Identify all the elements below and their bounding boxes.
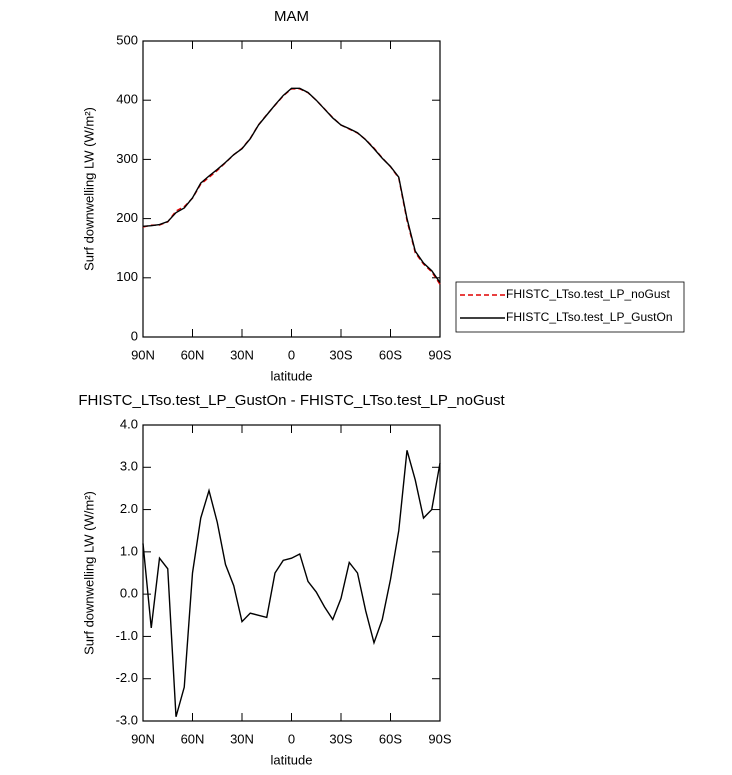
y-tick-label: 500 [116,32,138,47]
x-axis-label: latitude [271,368,313,383]
y-tick-label: -1.0 [116,628,138,643]
y-tick-label: -2.0 [116,670,138,685]
y-axis-label: Surf downwelling LW (W/m²) [81,491,96,655]
x-tick-label: 30N [230,731,254,746]
plot-frame [142,424,441,722]
y-axis-label: Surf downwelling LW (W/m²) [81,107,96,271]
x-tick-label: 30S [329,347,352,362]
data-line [142,450,441,717]
y-tick-label: 100 [116,269,138,284]
x-tick-label: 30S [329,731,352,746]
y-tick-label: 2.0 [120,501,138,516]
y-tick-label: 200 [116,210,138,225]
x-tick-label: 0 [288,731,295,746]
y-tick-label: 3.0 [120,459,138,474]
chart-title: FHISTC_LTso.test_LP_GustOn - FHISTC_LTso… [78,392,505,409]
legend-box [455,281,685,333]
x-tick-label: 90N [131,347,155,362]
x-tick-label: 60N [181,347,205,362]
x-tick-label: 60N [181,731,205,746]
chart-title: MAM [274,8,309,25]
x-tick-label: 90S [428,347,451,362]
y-tick-label: 300 [116,151,138,166]
x-tick-label: 0 [288,347,295,362]
legend-label: FHISTC_LTso.test_LP_GustOn [506,310,673,324]
y-tick-label: -3.0 [116,712,138,727]
x-tick-label: 60S [379,347,402,362]
y-tick-label: 1.0 [120,543,138,558]
legend-label: FHISTC_LTso.test_LP_noGust [506,287,671,301]
y-tick-label: 4.0 [120,416,138,431]
y-tick-label: 0.0 [120,586,138,601]
x-axis-label: latitude [271,752,313,767]
data-line [142,87,441,283]
y-tick-label: 400 [116,92,138,107]
y-tick-label: 0 [131,328,138,343]
plot-frame [142,40,441,338]
x-tick-label: 90N [131,731,155,746]
data-line [142,88,441,285]
x-tick-label: 90S [428,731,451,746]
x-tick-label: 30N [230,347,254,362]
x-tick-label: 60S [379,731,402,746]
